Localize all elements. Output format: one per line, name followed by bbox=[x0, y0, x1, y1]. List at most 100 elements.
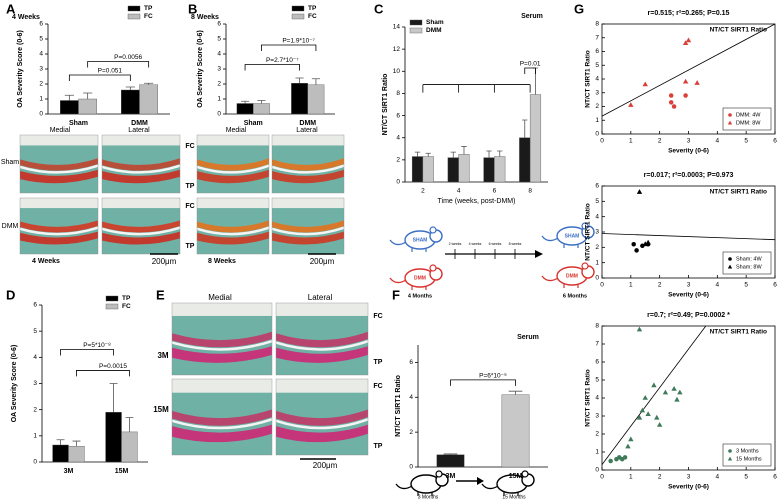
bar bbox=[105, 412, 122, 463]
y-tick-label: 3 bbox=[39, 66, 43, 73]
bracket bbox=[450, 379, 516, 386]
x-tick-label: 4 bbox=[716, 282, 720, 289]
bar bbox=[52, 444, 69, 463]
annotation: P=2.7*10⁻⁷ bbox=[266, 57, 299, 64]
annotation: P=0.01 bbox=[520, 61, 541, 68]
cartilage-lower bbox=[20, 231, 98, 245]
histo-label: 15M bbox=[153, 405, 169, 414]
x-tick-label: 8 bbox=[528, 188, 532, 195]
legend-swatch bbox=[291, 5, 305, 12]
legend-box bbox=[722, 251, 772, 275]
legend-box bbox=[722, 443, 772, 467]
legend-label: TP bbox=[144, 5, 153, 12]
joint-space bbox=[101, 226, 181, 236]
histo-label: FC bbox=[185, 203, 194, 210]
point bbox=[639, 407, 646, 413]
bar bbox=[447, 157, 459, 183]
y-tick-label: 2 bbox=[39, 81, 43, 88]
joint-space bbox=[19, 164, 99, 174]
chart-subtitle: NT/CT SIRT1 Ratio bbox=[710, 189, 767, 196]
tissue-bg bbox=[197, 135, 269, 146]
point bbox=[694, 80, 700, 85]
x-tick-label: DMM bbox=[131, 120, 148, 127]
y-axis-label: OA Severity Score (0-6) bbox=[11, 345, 18, 423]
bar bbox=[121, 431, 138, 463]
x-axis-label: Severity (0-6) bbox=[668, 292, 709, 299]
legend-label: DMM: 8W bbox=[736, 120, 761, 126]
legend-label: Sham bbox=[426, 19, 444, 26]
y-tick-label: 6 bbox=[396, 112, 400, 119]
timeline-label: 4 weeks bbox=[469, 242, 482, 246]
cartilage-upper bbox=[197, 158, 269, 171]
histo-label: Sham bbox=[1, 159, 19, 166]
error-bar bbox=[72, 440, 81, 447]
x-tick-label: 5 bbox=[744, 282, 748, 289]
x-tick-label: 15M bbox=[509, 473, 523, 480]
error-bar bbox=[461, 146, 467, 155]
timeline-ticks bbox=[454, 249, 516, 259]
histo-label: FC bbox=[373, 313, 382, 320]
y-tick-label: 10 bbox=[393, 68, 401, 75]
y-tick-label: 2 bbox=[396, 157, 400, 164]
x-tick-label: 3 bbox=[687, 138, 691, 145]
chart-subtitle: NT/CT SIRT1 Ratio bbox=[710, 27, 767, 34]
annotation: P=0.051 bbox=[98, 68, 123, 75]
cartilage-upper bbox=[102, 220, 180, 233]
x-tick-label: 6 bbox=[493, 188, 497, 195]
annotation: P=5*10⁻⁸ bbox=[83, 342, 111, 349]
cartilage-lower bbox=[197, 231, 269, 245]
y-tick-label: 3 bbox=[595, 229, 599, 236]
group-label: SHAM bbox=[565, 233, 580, 239]
cartilage-lower bbox=[272, 169, 344, 184]
point bbox=[668, 93, 674, 98]
x-tick-label: 4 bbox=[716, 474, 720, 481]
y-tick-label: 8 bbox=[595, 21, 599, 28]
x-tick-label: 2 bbox=[421, 188, 425, 195]
bar bbox=[253, 103, 270, 115]
x-tick-label: 3 bbox=[687, 282, 691, 289]
annotation: P=1.9*10⁻⁷ bbox=[282, 38, 315, 45]
bracket bbox=[68, 74, 131, 81]
point bbox=[668, 100, 674, 105]
bracket bbox=[60, 349, 114, 356]
point bbox=[645, 239, 651, 245]
cartilage-lower bbox=[102, 231, 180, 245]
group-label: SHAM bbox=[413, 237, 428, 243]
bar bbox=[411, 156, 424, 183]
bracket bbox=[422, 84, 531, 93]
error-bar bbox=[450, 151, 456, 158]
bracket bbox=[524, 67, 536, 74]
tissue-bg bbox=[272, 198, 344, 209]
bar bbox=[529, 94, 542, 183]
y-tick-label: 3 bbox=[217, 66, 221, 73]
frame bbox=[19, 197, 99, 255]
error-bar bbox=[508, 390, 523, 395]
y-tick-label: 6 bbox=[595, 359, 599, 366]
histo-label: DMM bbox=[2, 223, 19, 230]
chart-title: 4 Weeks bbox=[12, 14, 40, 21]
histo-label: TP bbox=[374, 443, 383, 450]
x-axis-label: Severity (0-6) bbox=[668, 484, 709, 491]
scale-label: 200μm bbox=[310, 257, 335, 266]
y-tick-label: 0 bbox=[396, 179, 400, 186]
point bbox=[608, 458, 613, 464]
y-tick-label: 1 bbox=[33, 433, 37, 440]
point bbox=[628, 102, 634, 107]
point bbox=[642, 81, 648, 87]
y-tick-label: 5 bbox=[39, 36, 43, 43]
cartilage-lower bbox=[102, 169, 180, 184]
panel-label: B bbox=[188, 1, 197, 16]
y-tick-label: 3 bbox=[595, 413, 599, 420]
mouse-icon bbox=[395, 470, 449, 497]
tissue-bg bbox=[272, 135, 344, 146]
x-tick-label: 5 bbox=[744, 474, 748, 481]
annotation: P=6*10⁻⁹ bbox=[479, 373, 507, 380]
arrow-head bbox=[535, 250, 543, 258]
y-tick-label: 1 bbox=[595, 259, 599, 266]
age-label: 6 Months bbox=[563, 293, 587, 299]
cartilage-upper bbox=[276, 331, 368, 348]
y-tick-label: 1 bbox=[39, 96, 43, 103]
x-tick-label: 1 bbox=[629, 282, 633, 289]
tissue-bg bbox=[102, 135, 180, 146]
arrow-head bbox=[477, 477, 484, 485]
